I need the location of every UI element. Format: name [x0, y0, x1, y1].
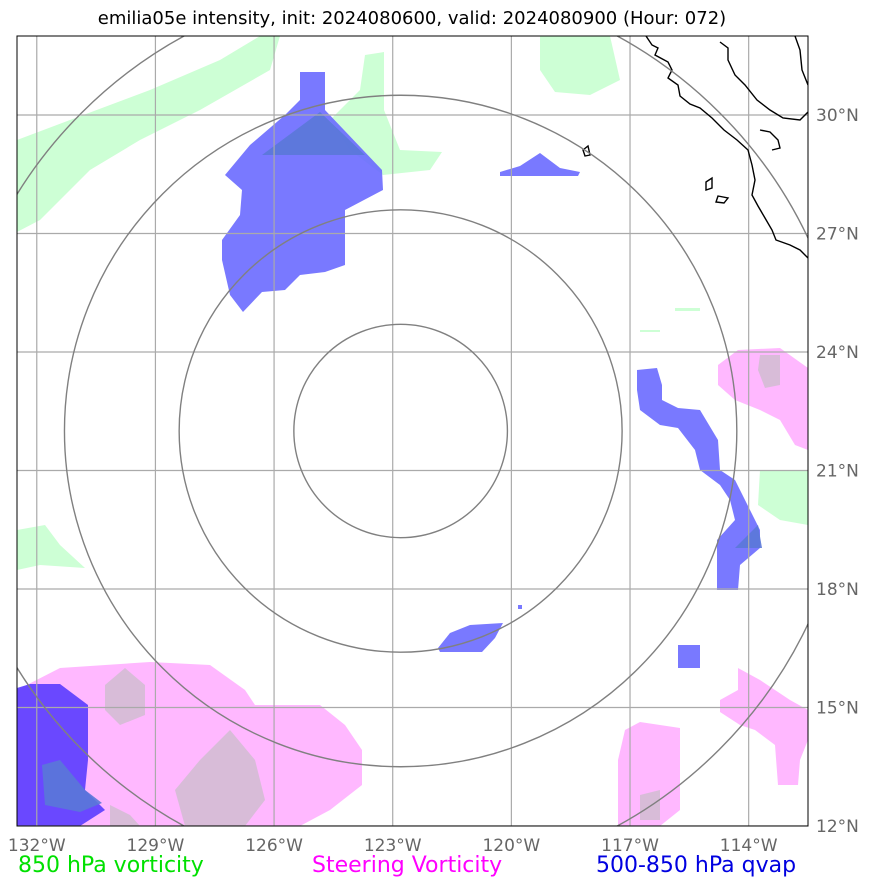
lat-tick-label: 30°N	[816, 106, 859, 126]
lon-tick-label: 117°W	[601, 836, 659, 856]
latitude-tick-labels: 12°N 15°N 18°N 21°N 24°N 27°N 30°N	[816, 106, 859, 837]
map-frame	[16, 35, 809, 827]
lat-tick-label: 24°N	[816, 343, 859, 363]
lon-tick-label: 123°W	[364, 836, 422, 856]
coastline	[582, 36, 808, 259]
lat-tick-label: 15°N	[816, 699, 859, 719]
lat-tick-label: 21°N	[816, 462, 859, 482]
range-ring	[178, 209, 623, 653]
range-ring	[63, 94, 738, 768]
steering-vorticity-fields	[17, 348, 808, 826]
lon-tick-label: 129°W	[127, 836, 185, 856]
vorticity-850-fields	[17, 36, 808, 570]
range-rings	[17, 36, 808, 826]
lat-tick-label: 12°N	[816, 817, 859, 837]
lat-tick-label: 18°N	[816, 580, 859, 600]
legend-qvap: 500-850 hPa qvap	[596, 853, 797, 878]
lat-tick-label: 27°N	[816, 225, 859, 245]
lon-tick-label: 132°W	[8, 836, 66, 856]
longitude-tick-labels: 132°W 129°W 126°W 123°W 120°W 117°W 114°W	[8, 836, 778, 856]
overlap-shading	[105, 355, 780, 826]
legend-850-vorticity: 850 hPa vorticity	[18, 853, 204, 878]
lon-tick-label: 114°W	[720, 836, 778, 856]
lon-tick-label: 120°W	[482, 836, 540, 856]
legend-steering-vorticity: Steering Vorticity	[312, 853, 503, 878]
qvap-fields	[17, 72, 760, 826]
graticule	[17, 36, 808, 826]
map-title: emilia05e intensity, init: 2024080600, v…	[97, 8, 727, 29]
lon-tick-label: 126°W	[245, 836, 303, 856]
range-ring	[293, 323, 509, 539]
